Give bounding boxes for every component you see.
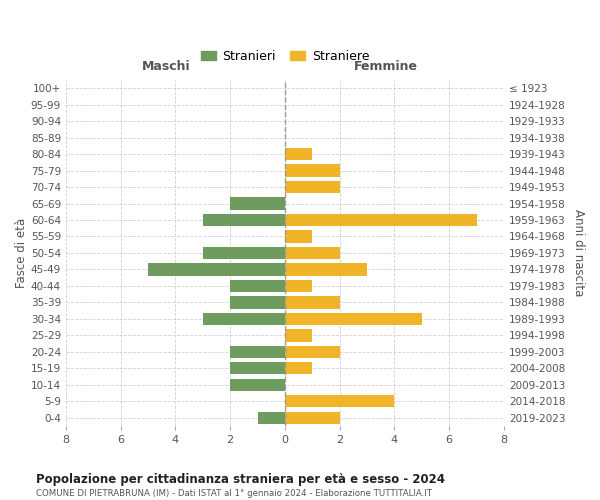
Text: Maschi: Maschi (142, 60, 191, 73)
Bar (285, 412, 340, 424)
Y-axis label: Fasce di età: Fasce di età (15, 218, 28, 288)
Bar (203, 247, 285, 259)
Bar (285, 312, 422, 325)
Bar (148, 264, 285, 276)
Bar (285, 230, 312, 242)
Legend: Stranieri, Straniere: Stranieri, Straniere (196, 44, 374, 68)
Bar (230, 378, 285, 391)
Text: Femmine: Femmine (353, 60, 418, 73)
Bar (285, 247, 340, 259)
Bar (285, 346, 340, 358)
Bar (230, 362, 285, 374)
Y-axis label: Anni di nascita: Anni di nascita (572, 210, 585, 296)
Bar (203, 214, 285, 226)
Bar (230, 346, 285, 358)
Bar (285, 264, 367, 276)
Bar (257, 412, 285, 424)
Bar (285, 164, 340, 177)
Bar (230, 198, 285, 209)
Bar (285, 214, 476, 226)
Bar (285, 280, 312, 292)
Bar (285, 329, 312, 342)
Bar (285, 395, 394, 407)
Text: Popolazione per cittadinanza straniera per età e sesso - 2024: Popolazione per cittadinanza straniera p… (36, 472, 445, 486)
Bar (203, 312, 285, 325)
Bar (230, 296, 285, 308)
Text: COMUNE DI PIETRABRUNA (IM) - Dati ISTAT al 1° gennaio 2024 - Elaborazione TUTTIT: COMUNE DI PIETRABRUNA (IM) - Dati ISTAT … (36, 489, 432, 498)
Bar (285, 296, 340, 308)
Bar (285, 148, 312, 160)
Bar (230, 280, 285, 292)
Bar (285, 362, 312, 374)
Bar (285, 181, 340, 193)
